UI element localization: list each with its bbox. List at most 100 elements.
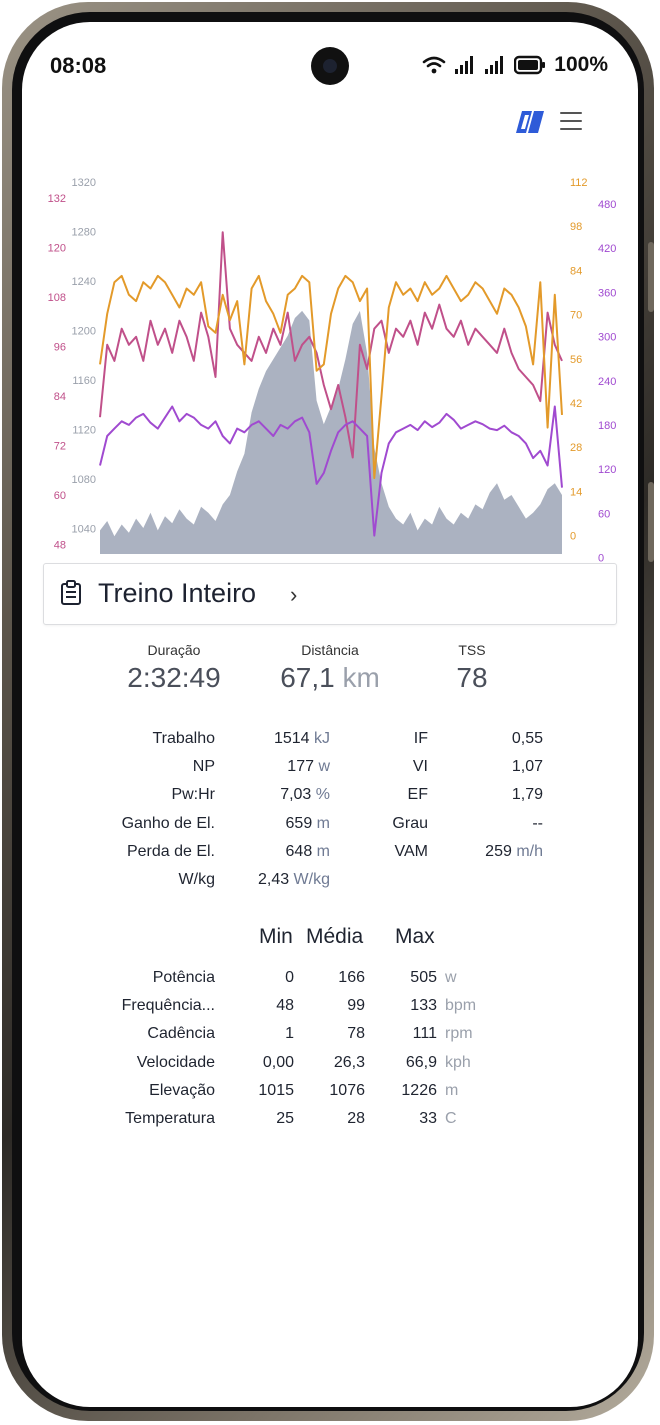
- metric-label: W/kg: [178, 871, 215, 888]
- volume-button: [648, 242, 654, 312]
- metric-value: 259 m/h: [442, 843, 543, 861]
- summary-label: Distância: [301, 642, 359, 658]
- cadence-tick-label: 14: [570, 486, 582, 498]
- metric-label: Ganho de El.: [121, 814, 215, 832]
- table-row-label: Frequência...: [121, 997, 215, 1015]
- table-unit: w: [445, 969, 457, 986]
- cadence-tick-label: 56: [570, 354, 582, 366]
- summary-label: TSS: [458, 642, 486, 658]
- metric-label: VAM: [394, 842, 428, 860]
- table-max: 1226: [401, 1081, 437, 1099]
- metric-value: 2,43 W/kg: [222, 871, 330, 889]
- cadence-tick-label: 42: [570, 398, 582, 410]
- table-unit: kph: [445, 1053, 471, 1071]
- metric-value: 648 m: [222, 843, 330, 861]
- metric-number: 1,07: [511, 758, 543, 776]
- section-title: Treino Inteiro: [98, 578, 257, 608]
- table-header: Média: [306, 925, 364, 948]
- metric-number: 259: [485, 842, 512, 860]
- metric-value: 659 m: [222, 815, 330, 833]
- power-tick-label: 420: [598, 243, 616, 255]
- metric-value: 1,07: [442, 758, 543, 776]
- cadence-tick-label: 112: [570, 177, 588, 189]
- summary-value: 67,1 km: [260, 662, 400, 694]
- metric-number: 177: [287, 758, 314, 776]
- cadence-tick-label: 0: [570, 531, 576, 543]
- metric-unit: m: [312, 842, 330, 860]
- table-avg: 26,3: [333, 1053, 365, 1071]
- metric-label: IF: [413, 730, 428, 747]
- elevation-tick-label: 1200: [72, 326, 96, 338]
- status-time: 08:08: [50, 53, 107, 78]
- app-logo-icon[interactable]: [516, 109, 546, 135]
- cadence-tick-label: 70: [570, 310, 582, 322]
- metric-unit: kJ: [309, 730, 330, 747]
- metric-number: 1514: [273, 730, 310, 747]
- metric-unit: m: [312, 814, 330, 832]
- metric-unit: w: [314, 758, 330, 776]
- table-max: 33: [419, 1110, 437, 1127]
- table-unit: bpm: [445, 997, 477, 1015]
- elevation-tick-label: 1080: [72, 474, 96, 486]
- table-min: 0: [285, 969, 294, 986]
- metric-label: Pw:Hr: [171, 786, 215, 804]
- metric-value: 0,55: [442, 730, 543, 748]
- power-tick-label: 180: [598, 420, 616, 432]
- elevation-tick-label: 1120: [72, 425, 96, 437]
- summary-unit: km: [334, 662, 380, 693]
- table-header: Max: [395, 925, 435, 948]
- metric-number: 648: [285, 842, 313, 860]
- table-avg: 166: [338, 969, 365, 986]
- heart-rate-tick-label: 84: [54, 391, 66, 403]
- signal-icon: [485, 56, 504, 74]
- table-header: Min: [259, 925, 293, 948]
- power-tick-label: 240: [598, 376, 616, 388]
- heart-rate-tick-label: 72: [54, 441, 66, 453]
- table-min: 0,00: [262, 1053, 294, 1071]
- elevation-area: [100, 310, 562, 554]
- heart-rate-tick-label: 132: [48, 193, 66, 205]
- metric-label: NP: [192, 758, 215, 776]
- metric-unit: W/kg: [289, 871, 330, 888]
- battery-icon: [514, 55, 546, 75]
- menu-icon[interactable]: [560, 112, 582, 130]
- table-avg: 78: [347, 1025, 365, 1043]
- heart-rate-line: [99, 231, 563, 459]
- heart-rate-tick-label: 60: [54, 490, 66, 502]
- table-max: 505: [410, 969, 437, 986]
- table-max: 133: [410, 997, 437, 1015]
- metric-number: 7,03: [280, 786, 312, 804]
- table-min: 25: [276, 1110, 294, 1127]
- workout-chart[interactable]: 1320128012401200116011201080104013212010…: [22, 152, 638, 562]
- section-selector[interactable]: Treino Inteiro ›: [43, 563, 617, 625]
- metric-unit: m/h: [511, 842, 543, 860]
- summary-number: 67,1: [280, 662, 335, 693]
- metric-value: 177 w: [222, 758, 330, 776]
- screen: 08:08 100%: [22, 22, 638, 1407]
- metric-number: --: [532, 814, 543, 832]
- table-min: 1015: [258, 1081, 294, 1099]
- power-tick-label: 480: [598, 199, 616, 211]
- summary-value: 2:32:49: [104, 662, 244, 694]
- metric-value: 1514 kJ: [222, 730, 330, 748]
- elevation-tick-label: 1320: [72, 177, 96, 189]
- summary-number: 78: [456, 662, 488, 693]
- summary-number: 2:32:49: [127, 662, 221, 693]
- chevron-right-icon: ›: [290, 582, 298, 607]
- cadence-tick-label: 98: [570, 221, 582, 233]
- power-tick-label: 0: [598, 553, 604, 562]
- metric-number: 1,79: [511, 786, 543, 804]
- metric-number: 0,55: [511, 730, 543, 747]
- metric-number: 659: [285, 814, 313, 832]
- wifi-icon: [422, 56, 446, 74]
- power-tick-label: 60: [598, 508, 610, 520]
- signal-icon: [455, 56, 474, 74]
- table-min: 48: [276, 997, 294, 1015]
- power-tick-label: 120: [598, 464, 616, 476]
- table-avg: 28: [347, 1110, 365, 1127]
- table-unit: rpm: [445, 1025, 473, 1043]
- metric-unit: %: [311, 786, 330, 804]
- metric-label: Grau: [392, 814, 428, 832]
- table-row-label: Cadência: [147, 1025, 215, 1043]
- power-line: [99, 405, 563, 537]
